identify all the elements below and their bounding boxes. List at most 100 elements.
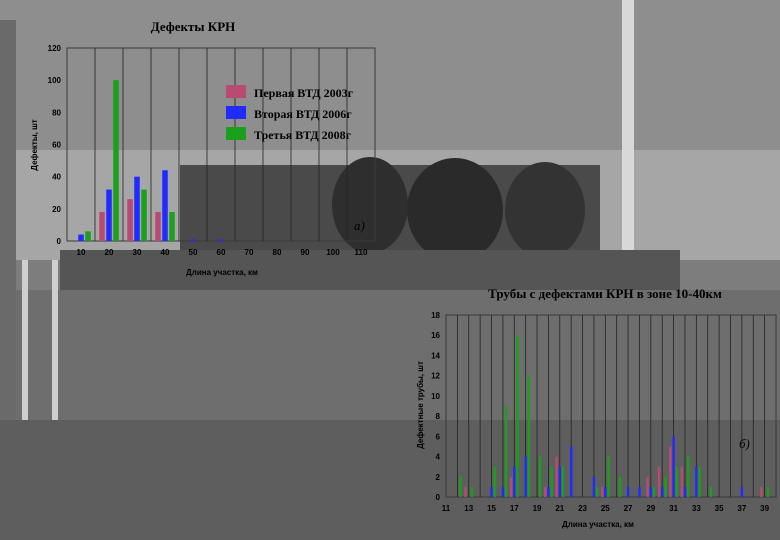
chart2-bar-second	[558, 466, 561, 497]
chart2-title: Трубы с дефектами КРН в зоне 10-40км	[488, 286, 722, 301]
chart2-bar-third	[493, 466, 496, 497]
chart1-ytick-label: 0	[57, 237, 62, 246]
chart2-bar-second	[569, 446, 573, 497]
chart1-ytick-label: 100	[48, 76, 62, 85]
chart2-bar-first	[600, 486, 604, 497]
chart1-bar-second	[78, 234, 84, 241]
chart2-bar-second	[524, 456, 527, 497]
bg-wheel-3	[505, 162, 585, 258]
chart2-bar-first	[464, 486, 467, 497]
bg-wheel-1	[332, 157, 408, 253]
chart2-xlabel: Длина участка, км	[562, 520, 634, 529]
chart1-bar-second	[162, 170, 168, 241]
bg-left-frame	[0, 20, 16, 420]
chart2-bar-third	[698, 466, 701, 497]
chart1-ytick-label: 120	[48, 44, 62, 53]
bg-ladder-right	[52, 260, 58, 420]
chart1-xtick-label: 100	[326, 248, 340, 257]
bg-ladder-left	[22, 260, 28, 420]
chart1-bar-second	[190, 239, 196, 241]
chart2-bar-third	[595, 486, 599, 497]
chart2-bar-third	[675, 466, 678, 497]
chart2-bar-first	[544, 486, 547, 497]
legend-label-third: Третья ВТД 2008г	[254, 128, 352, 142]
chart2-bar-third	[516, 335, 519, 497]
chart2-bar-second	[740, 486, 744, 497]
chart1-xtick-label: 40	[161, 248, 170, 257]
chart2-ytick-label: 12	[431, 372, 440, 381]
chart2-bar-first	[509, 476, 513, 497]
chart2-xtick-label: 27	[624, 504, 633, 513]
bg-ground-dark	[0, 420, 780, 540]
chart2-ytick-label: 10	[431, 392, 440, 401]
chart1-bar-third	[141, 189, 147, 241]
bg-sky	[0, 0, 780, 170]
bg-wheel-2	[407, 158, 503, 262]
chart1-xtick-label: 50	[189, 248, 198, 257]
chart2-bar-second	[695, 466, 698, 497]
chart2-bar-third	[527, 375, 531, 497]
chart2-bar-second	[501, 486, 505, 497]
chart2-xtick-label: 31	[669, 504, 678, 513]
chart1-ytick-label: 40	[52, 173, 61, 182]
legend-label-first: Первая ВТД 2003г	[254, 86, 354, 100]
chart2-bar-third	[459, 476, 462, 497]
chart1-title: Дефекты КРН	[151, 19, 236, 34]
chart2-ytick-label: 8	[436, 412, 441, 421]
chart2-bar-first	[657, 466, 661, 497]
chart2-bar-second	[661, 486, 664, 497]
chart1-bar-second	[134, 176, 140, 241]
legend-swatch-third	[226, 127, 246, 140]
chart2-bar-third	[470, 486, 474, 497]
chart2-xtick-label: 39	[760, 504, 769, 513]
chart2-ytick-label: 0	[436, 493, 441, 502]
chart2-bar-second	[649, 486, 653, 497]
chart1-ytick-label: 60	[52, 141, 61, 150]
chart1-bar-second	[218, 239, 224, 241]
chart1-ytick-label: 20	[52, 205, 61, 214]
legend-swatch-second	[226, 106, 246, 119]
chart2-xtick-label: 19	[533, 504, 542, 513]
chart2-ytick-label: 4	[436, 453, 441, 462]
chart2-ytick-label: 6	[436, 432, 441, 441]
chart1-bar-third	[169, 212, 175, 241]
chart2-bar-first	[680, 466, 683, 497]
chart2-bar-second	[604, 486, 607, 497]
chart1-bar-third	[85, 231, 91, 241]
chart2-ylabel: Дефектные трубы, шт	[416, 361, 425, 449]
chart1-xlabel: Длина участка, км	[186, 268, 258, 277]
chart2-xtick-label: 25	[601, 504, 610, 513]
chart2-xtick-label: 37	[737, 504, 746, 513]
chart2-bar-second	[683, 486, 687, 497]
chart1-xtick-label: 90	[301, 248, 310, 257]
legend-label-second: Вторая ВТД 2006г	[254, 107, 352, 121]
chart2-bar-second	[672, 436, 675, 497]
chart2-bar-second	[626, 486, 630, 497]
chart2-xtick-label: 15	[487, 504, 496, 513]
chart2-bar-third	[766, 486, 770, 497]
chart2-bar-second	[638, 486, 641, 497]
chart2-bar-third	[664, 476, 667, 497]
chart2-bar-third	[709, 486, 713, 497]
chart2-xtick-label: 11	[442, 504, 451, 513]
chart2-bar-first	[760, 486, 763, 497]
chart2-xtick-label: 35	[715, 504, 724, 513]
chart1-xtick-label: 20	[105, 248, 114, 257]
chart2-bar-first	[646, 476, 649, 497]
chart2-bar-second	[490, 486, 493, 497]
chart2-annotation: б)	[739, 436, 750, 451]
chart2-bar-third	[652, 486, 656, 497]
chart1-legend: Первая ВТД 2003г Вторая ВТД 2006г Третья…	[226, 85, 354, 142]
chart2-bar-third	[686, 456, 690, 497]
chart2-xtick-label: 29	[646, 504, 655, 513]
chart2-bar-third	[618, 476, 622, 497]
chart2-xtick-label: 13	[464, 504, 473, 513]
chart2-bar-second	[547, 486, 550, 497]
chart2-xtick-label: 23	[578, 504, 587, 513]
legend-swatch-first	[226, 85, 246, 98]
chart1-bar-second	[106, 189, 112, 241]
chart2-bar-third	[607, 456, 610, 497]
chart1-bar-first	[155, 212, 161, 241]
